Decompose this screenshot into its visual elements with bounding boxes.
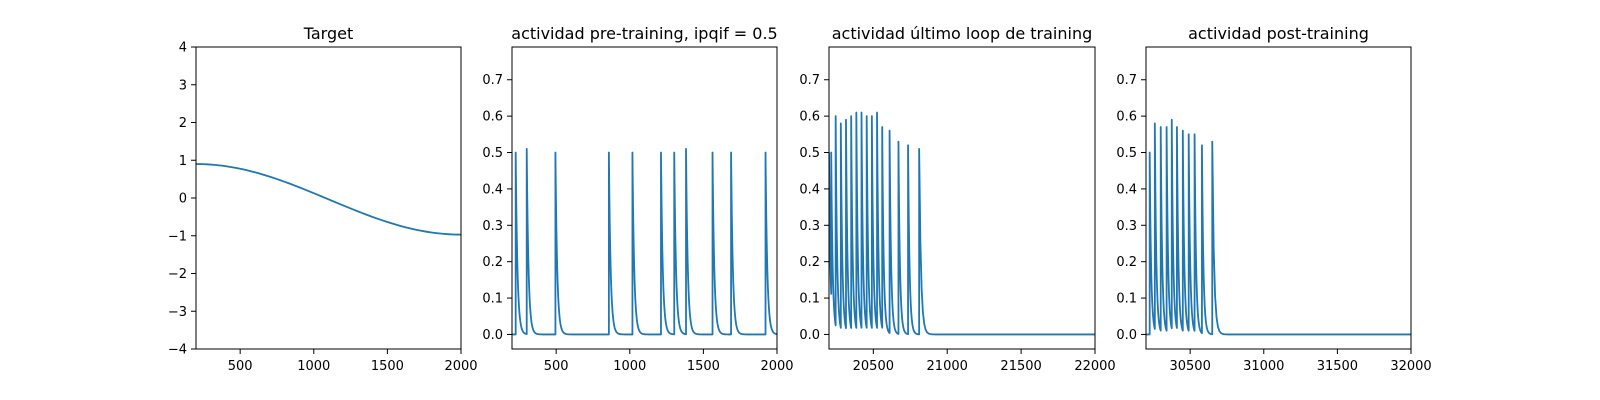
x-tick-label: 31000 (1243, 359, 1284, 374)
y-tick-label: 0.3 (1116, 219, 1137, 234)
x-tick-label: 2000 (760, 359, 793, 374)
y-tick-label: 0.4 (799, 182, 820, 197)
y-tick-label: 0.0 (1116, 328, 1137, 343)
y-tick-label: 0.3 (799, 219, 820, 234)
x-tick-label: 31500 (1317, 359, 1358, 374)
panel-1: 500 1000 1500 2000 −4 −3 −2 −1 0 1 2 3 4 Target (168, 24, 478, 374)
x-tick-label: 21000 (927, 359, 968, 374)
y-tick-label: 0.5 (1116, 146, 1137, 161)
x-tick-label: 21500 (1000, 359, 1041, 374)
y-tick-label: 0.1 (799, 292, 820, 307)
panel-title: actividad último loop de training (832, 24, 1093, 43)
axes-frame (1145, 46, 1412, 350)
series-line-1 (829, 111, 1095, 336)
x-tick-label: 1500 (687, 359, 720, 374)
series-line-1 (1146, 118, 1411, 336)
panel-title: actividad pre-training, ipqif = 0.5 (511, 24, 777, 43)
x-tick-label: 1000 (613, 359, 646, 374)
x-tick-label: 1500 (371, 359, 404, 374)
panel-title: Target (303, 24, 354, 43)
axes-frame (195, 46, 462, 350)
y-tick-label: 0.2 (1116, 255, 1137, 270)
series-line-1 (512, 147, 777, 336)
y-tick-label: 0.5 (482, 146, 503, 161)
x-tick-label: 500 (228, 359, 253, 374)
y-tick-label: 0.6 (799, 110, 820, 125)
y-tick-label: 4 (179, 41, 187, 56)
y-tick-label: 0.1 (1116, 292, 1137, 307)
y-tick-label: −3 (168, 305, 187, 320)
y-tick-label: 0.6 (1116, 110, 1137, 125)
y-tick-label: −2 (168, 267, 187, 282)
y-tick-label: 0.5 (799, 146, 820, 161)
y-tick-label: 0.2 (482, 255, 503, 270)
y-tick-label: 0.4 (1116, 182, 1137, 197)
y-tick-label: 2 (179, 116, 187, 131)
panel-3: 20500 21000 21500 22000 0.0 0.1 0.2 0.3 0.4 0.5 0.… (799, 24, 1115, 374)
x-tick-label: 1000 (297, 359, 330, 374)
series-line-1 (196, 163, 461, 236)
y-tick-label: 0.3 (482, 219, 503, 234)
x-tick-label: 30500 (1169, 359, 1210, 374)
x-tick-label: 500 (544, 359, 569, 374)
y-tick-label: 0 (179, 192, 187, 207)
x-tick-label: 2000 (444, 359, 477, 374)
y-tick-label: 0.0 (482, 328, 503, 343)
y-tick-label: 0.6 (482, 110, 503, 125)
x-tick-label: 22000 (1074, 359, 1115, 374)
y-tick-label: −4 (168, 343, 187, 358)
y-tick-label: 3 (179, 78, 187, 93)
x-tick-label: 20500 (853, 359, 894, 374)
y-tick-label: −1 (168, 229, 187, 244)
panel-title: actividad post-training (1188, 24, 1369, 43)
x-tick-label: 32000 (1390, 359, 1431, 374)
y-tick-label: 0.1 (482, 292, 503, 307)
panel-4: 30500 31000 31500 32000 0.0 0.1 0.2 0.3 0.4 0.5 0.… (1116, 24, 1431, 374)
y-tick-label: 0.7 (1116, 73, 1137, 88)
axes-frame (828, 46, 1096, 350)
axes-frame (511, 46, 778, 350)
y-tick-label: 0.4 (482, 182, 503, 197)
y-tick-label: 1 (179, 154, 187, 169)
y-tick-label: 0.7 (482, 73, 503, 88)
y-tick-label: 0.7 (799, 73, 820, 88)
y-tick-label: 0.0 (799, 328, 820, 343)
panel-2: 500 1000 1500 2000 0.0 0.1 0.2 0.3 0.4 0.5 0.6 0.7 a… (482, 24, 793, 374)
y-tick-label: 0.2 (799, 255, 820, 270)
